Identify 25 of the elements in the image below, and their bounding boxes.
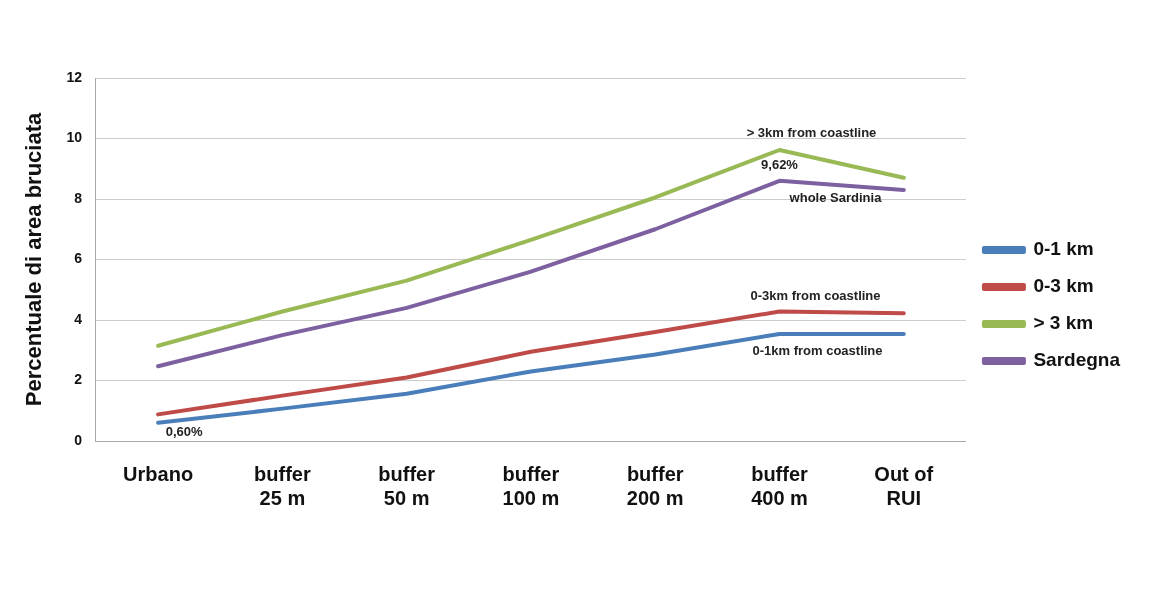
y-tick-label: 2	[74, 371, 83, 388]
annotation: 0,60%	[165, 424, 203, 440]
y-tick-label: 0	[74, 431, 83, 448]
x-tick-label: buffer 200 m	[626, 462, 684, 509]
y-tick-label: 12	[66, 68, 83, 85]
y-tick-label: 6	[74, 250, 83, 267]
annotation: whole Sardinia	[788, 190, 883, 206]
annotation: 0-1km from coastline	[752, 343, 883, 359]
annotation: 0-3km from coastline	[750, 288, 881, 304]
y-axis-title: Percentuale di area bruciata	[21, 112, 47, 407]
y-tick-label: 8	[74, 189, 83, 206]
x-tick-label: Out of RUI	[874, 462, 934, 509]
legend-label: 0-1 km	[1033, 238, 1094, 260]
x-tick-label: buffer 25 m	[254, 462, 311, 509]
x-tick-label: Urbano	[123, 462, 194, 485]
x-tick-label: buffer 400 m	[751, 462, 809, 509]
x-tick-label: buffer 50 m	[378, 462, 436, 509]
y-tick-label: 10	[66, 129, 83, 146]
annotation: 9,62%	[761, 156, 799, 172]
legend-label: 0-3 km	[1033, 275, 1094, 297]
y-tick-label: 4	[74, 310, 83, 327]
x-tick-label: buffer 100 m	[502, 462, 560, 509]
annotation: > 3km from coastline	[746, 124, 877, 140]
legend-label: > 3 km	[1033, 312, 1094, 334]
legend-label: Sardegna	[1033, 349, 1121, 371]
